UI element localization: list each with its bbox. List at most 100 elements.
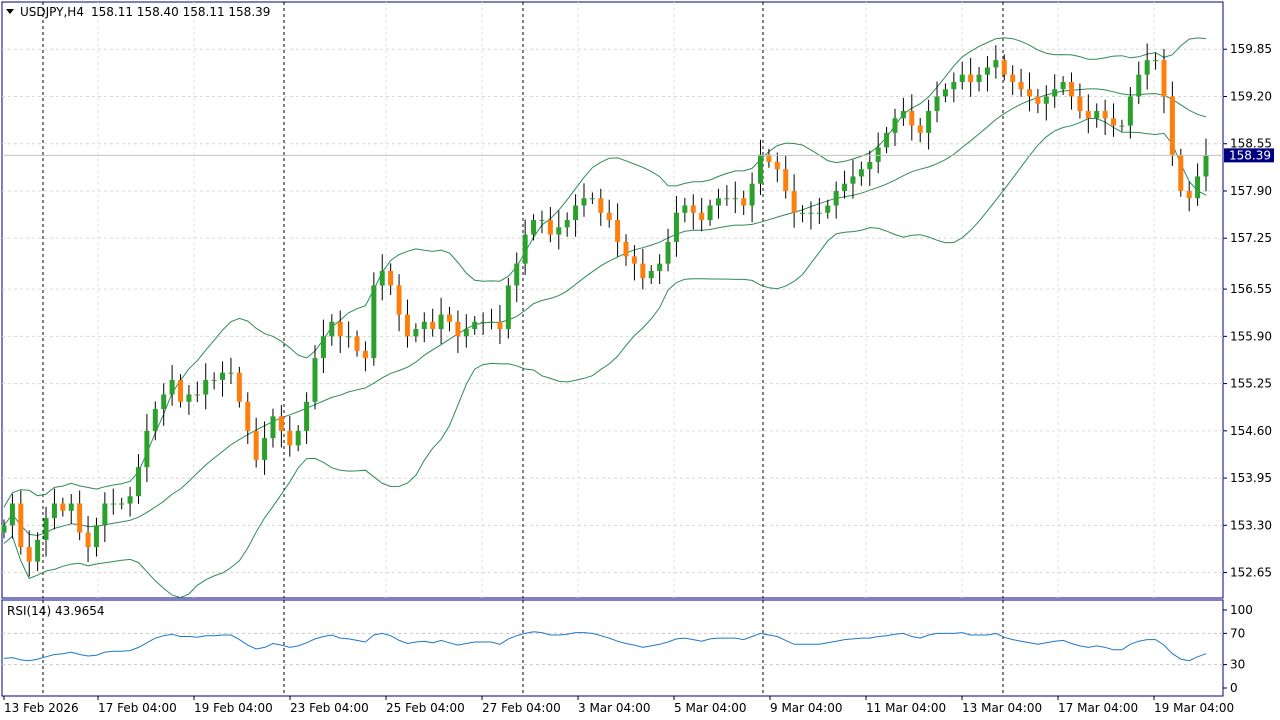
candle [968, 57, 974, 97]
candle [758, 139, 764, 195]
candle-body [287, 430, 293, 446]
candle-body [211, 379, 217, 381]
price-tick-label: 159.20 [1230, 89, 1272, 103]
candle [1119, 119, 1125, 132]
candle [707, 199, 713, 226]
candle-body [825, 205, 831, 213]
rsi-pane-frame [1, 599, 1224, 697]
rsi-axis[interactable]: 100 70 30 0 [1223, 603, 1253, 695]
candle-body [606, 212, 612, 221]
candle-body [774, 161, 780, 170]
candle [816, 197, 822, 225]
candle-body [446, 314, 452, 322]
candle [1178, 148, 1184, 197]
candle [1026, 72, 1032, 112]
rsi-pane[interactable]: RSI(14) 43.9654 [1, 599, 1224, 697]
price-axis[interactable]: 159.85 159.20 158.55 157.90 157.25 156.55 155.… [1223, 42, 1272, 580]
candle [732, 181, 738, 214]
candle [329, 314, 335, 346]
candle [152, 401, 158, 441]
candle [228, 357, 234, 384]
candle-body [531, 220, 537, 235]
candle [1169, 81, 1175, 166]
candle [1203, 138, 1209, 192]
candle-body [673, 212, 679, 242]
time-tick-label: 23 Feb 04:00 [290, 701, 369, 715]
time-tick-label: 27 Feb 04:00 [482, 701, 561, 715]
candle-body [463, 329, 469, 337]
candle [1010, 65, 1016, 96]
candle [371, 272, 377, 366]
candle [203, 363, 209, 410]
candle [606, 199, 612, 228]
candle-body [1127, 96, 1133, 126]
candle [917, 117, 923, 143]
price-tick-label: 157.90 [1230, 184, 1272, 198]
candle [1153, 52, 1159, 70]
candle [665, 228, 671, 272]
candle [926, 99, 932, 150]
price-tick-label: 154.60 [1230, 424, 1272, 438]
candle [715, 188, 721, 219]
candle [220, 361, 226, 397]
candle [51, 488, 57, 530]
candle [514, 252, 520, 303]
candle [1001, 54, 1007, 81]
band-middle [3, 88, 1207, 537]
candle-body [1052, 89, 1058, 97]
candle-body [581, 198, 587, 206]
candle-body [9, 503, 15, 526]
candle [362, 341, 368, 372]
candle [522, 219, 528, 275]
candle-body [152, 409, 158, 431]
caret-down-icon[interactable] [6, 9, 14, 14]
candle [161, 383, 167, 426]
candle-body [783, 169, 789, 191]
candle-body [278, 416, 284, 431]
candle [842, 170, 848, 199]
candle-body [842, 183, 848, 191]
candle-body [1111, 118, 1117, 126]
candle-body [1010, 74, 1016, 82]
candle [35, 532, 41, 572]
price-pane[interactable] [1, 1, 1224, 696]
candle [934, 81, 940, 123]
rsi-line [3, 631, 1207, 662]
candle-body [1203, 155, 1209, 177]
candle [278, 405, 284, 448]
candle [354, 330, 360, 357]
candle-body [1043, 96, 1049, 104]
candle-body [480, 321, 486, 323]
candle-body [715, 198, 721, 206]
candle-body [26, 547, 32, 562]
candle [497, 305, 503, 344]
candle [404, 299, 410, 348]
candle [631, 245, 637, 281]
candle [194, 381, 200, 403]
candle [783, 156, 789, 199]
candle [1195, 163, 1201, 206]
candle-body [615, 220, 621, 242]
candle-body [1060, 81, 1066, 90]
candle-body [68, 503, 74, 511]
candle-body [144, 430, 150, 468]
candle-body [514, 263, 520, 286]
candle [1136, 61, 1142, 105]
candle [724, 185, 730, 206]
candle-body [262, 438, 268, 460]
candle [858, 161, 864, 186]
candle [959, 61, 965, 90]
candle-body [598, 198, 604, 213]
ohlc-readout: 158.11 158.40 158.11 158.39 [91, 5, 270, 19]
candle [102, 492, 108, 543]
candle [186, 385, 192, 415]
candle [682, 197, 688, 223]
candle [623, 234, 629, 266]
candle [169, 365, 175, 406]
candle-body [270, 416, 276, 439]
candle-body [850, 176, 856, 184]
candle-body [640, 263, 646, 279]
candle-body [85, 532, 91, 548]
time-axis[interactable]: 13 Feb 2026 17 Feb 04:00 19 Feb 04:00 23 Fe… [3, 696, 1234, 715]
